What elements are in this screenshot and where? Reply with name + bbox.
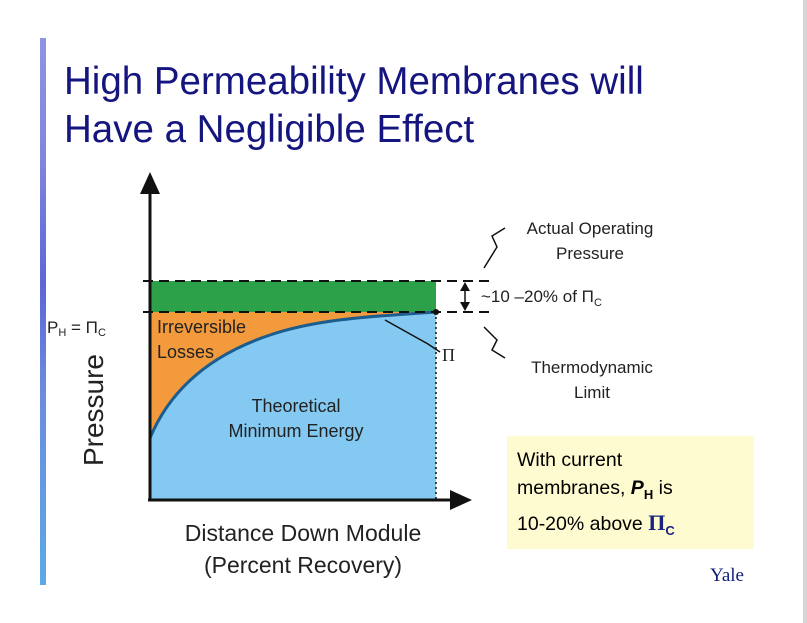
gap-percent-label: ~10 –20% of ΠC — [481, 287, 602, 309]
gap-arrow-down — [460, 302, 470, 311]
title-line-2: Have a Negligible Effect — [64, 108, 475, 151]
pi-leader — [384, 319, 441, 353]
y-axis-arrow — [140, 172, 160, 194]
ph-equals-pic-label: PH = ΠC — [47, 318, 106, 339]
note-callout: With current membranes, PH is 10-20% abo… — [507, 436, 754, 549]
slide-accent-bar — [40, 38, 46, 585]
x-axis-label-line2: (Percent Recovery) — [204, 552, 402, 578]
thermo-limit-label-line2: Limit — [574, 383, 610, 402]
pi-curve-label: Π — [442, 345, 455, 365]
min-energy-label-line1: Theoretical — [251, 396, 340, 416]
min-energy-label-line2: Minimum Energy — [228, 421, 363, 441]
irreversible-losses-label-line2: Losses — [157, 342, 214, 362]
theoretical-minimum-energy-region — [150, 312, 436, 500]
irreversible-losses-region — [150, 312, 436, 438]
note-line-3: 10-20% above ΠC — [517, 509, 675, 538]
x-axis-arrow — [450, 490, 472, 510]
thermo-limit-leader — [483, 326, 506, 359]
actual-pressure-label-line2: Pressure — [556, 244, 624, 263]
irreversible-losses-label: Irreversible — [157, 317, 246, 337]
actual-pressure-label-line1: Actual Operating — [527, 219, 654, 238]
osmotic-pressure-curve — [148, 310, 437, 439]
actual-pressure-leader — [483, 227, 506, 269]
x-axis-label-line1: Distance Down Module — [185, 520, 422, 546]
note-line-1: With current — [517, 449, 623, 471]
gap-arrow-up — [460, 282, 470, 291]
note-line-2: membranes, PH is — [517, 477, 673, 502]
operating-pressure-band — [150, 281, 436, 312]
slide-title: High Permeability Membranes will Have a … — [64, 58, 784, 154]
slide-edge — [803, 0, 807, 623]
yale-logo: Yale — [710, 565, 744, 586]
title-line-1: High Permeability Membranes will — [64, 60, 644, 103]
y-axis-label: Pressure — [78, 354, 109, 466]
thermo-limit-label-line1: Thermodynamic — [531, 358, 653, 377]
curve-endpoint — [433, 309, 439, 315]
